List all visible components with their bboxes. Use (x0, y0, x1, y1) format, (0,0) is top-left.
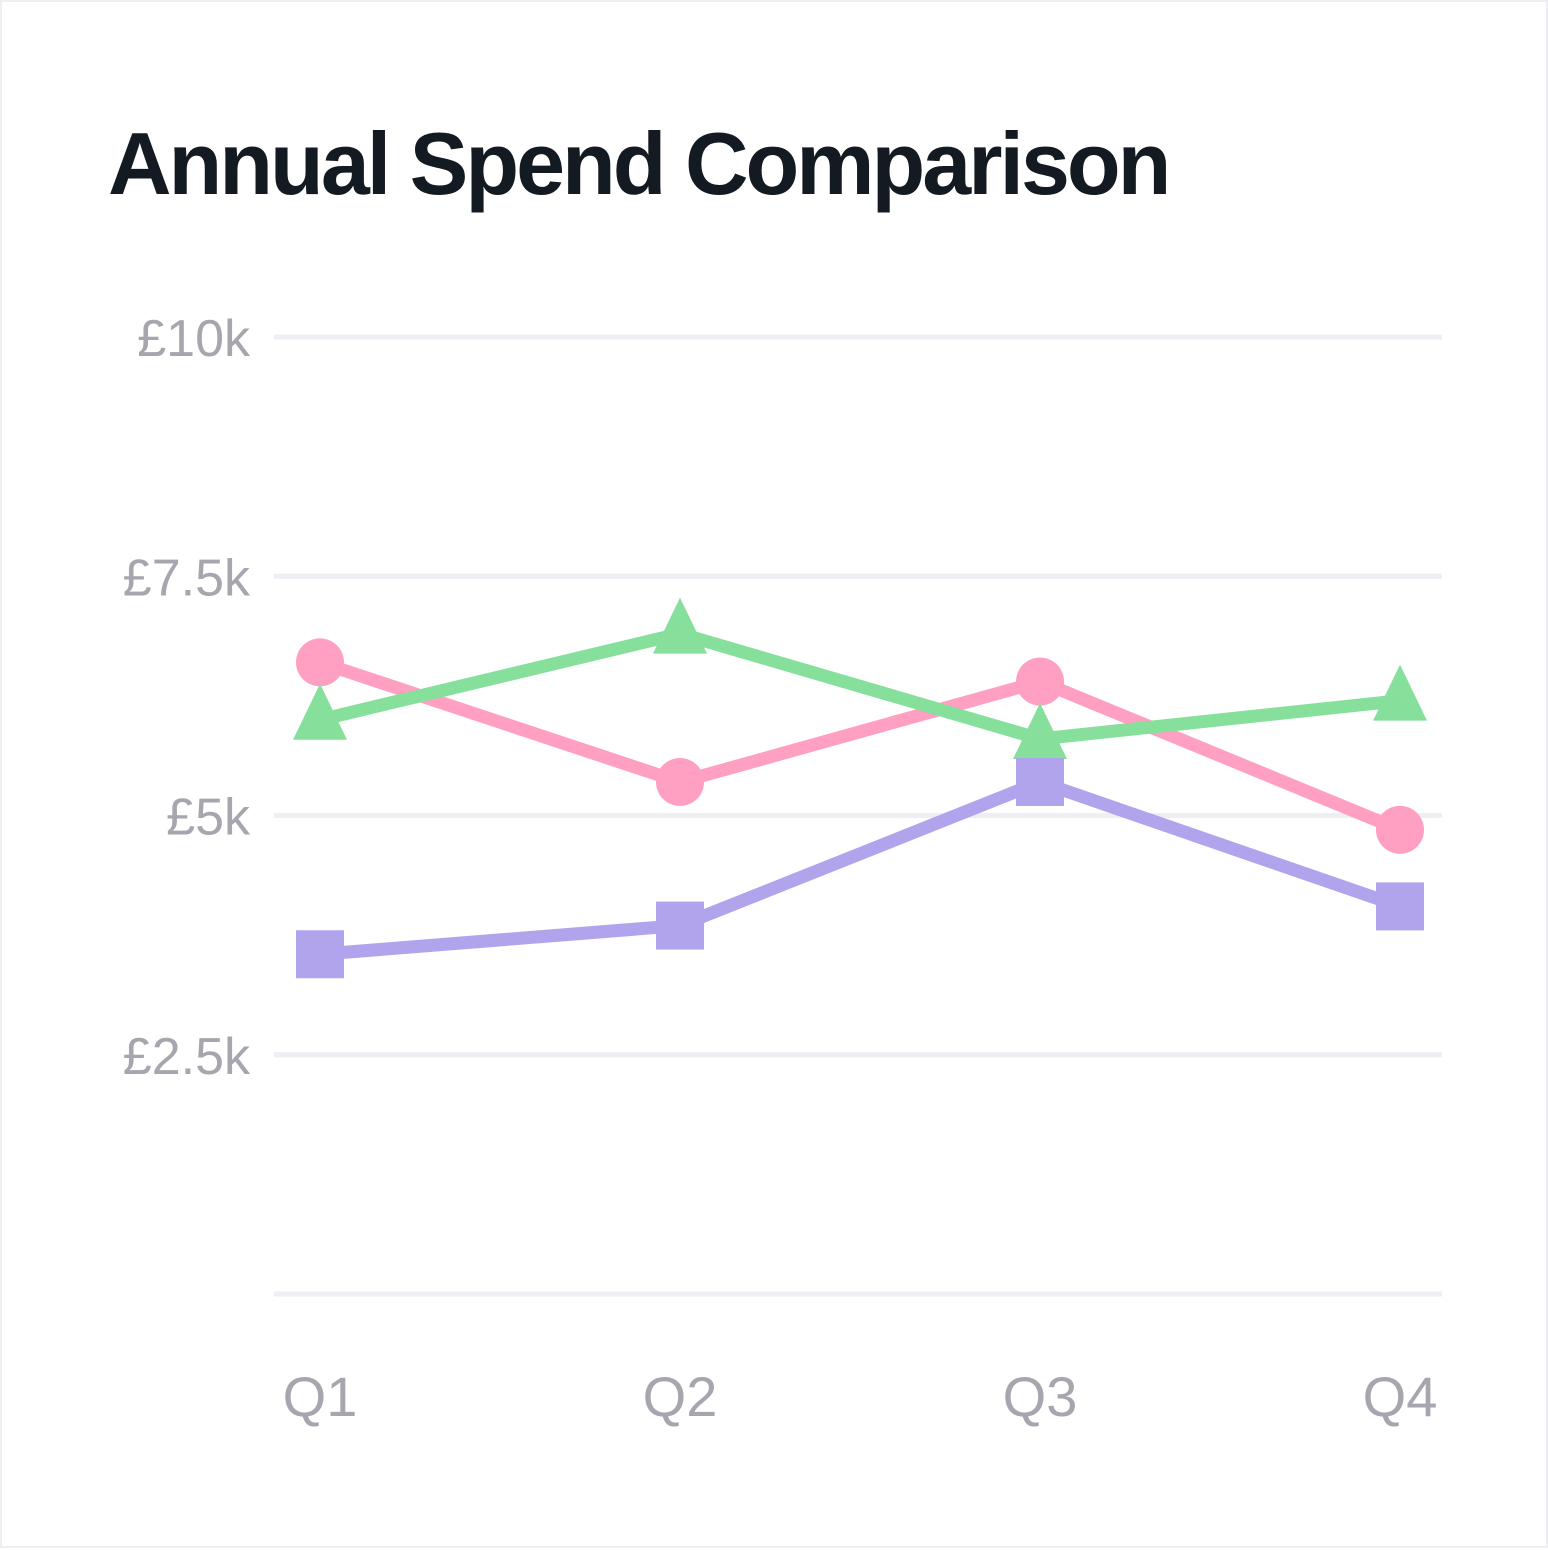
y-tick-label: £7.5k (123, 549, 251, 607)
x-tick-label: Q2 (643, 1365, 718, 1428)
data-point-circle (1376, 805, 1424, 854)
series-line-3 (319, 775, 1403, 961)
data-point-square (1016, 758, 1064, 807)
x-tick-label: Q4 (1363, 1365, 1438, 1428)
data-point-triangle (653, 597, 707, 654)
data-point-triangle (1013, 702, 1067, 759)
y-tick-label: £10k (137, 310, 251, 368)
series-line-1 (317, 656, 1403, 836)
data-point-square (1376, 882, 1424, 931)
data-point-triangle (293, 683, 347, 740)
data-point-square (296, 930, 344, 979)
x-tick-label: Q3 (1003, 1365, 1078, 1428)
data-point-triangle (1373, 664, 1427, 721)
x-tick-label: Q1 (283, 1365, 358, 1428)
series-line-2 (318, 627, 1401, 746)
data-point-circle (1016, 657, 1064, 706)
y-tick-label: £2.5k (123, 1028, 251, 1086)
y-tick-label: £5k (166, 789, 251, 847)
data-point-circle (656, 758, 704, 807)
data-point-circle (296, 638, 344, 687)
chart-title: Annual Spend Comparison (108, 114, 1171, 213)
data-point-square (656, 901, 704, 950)
